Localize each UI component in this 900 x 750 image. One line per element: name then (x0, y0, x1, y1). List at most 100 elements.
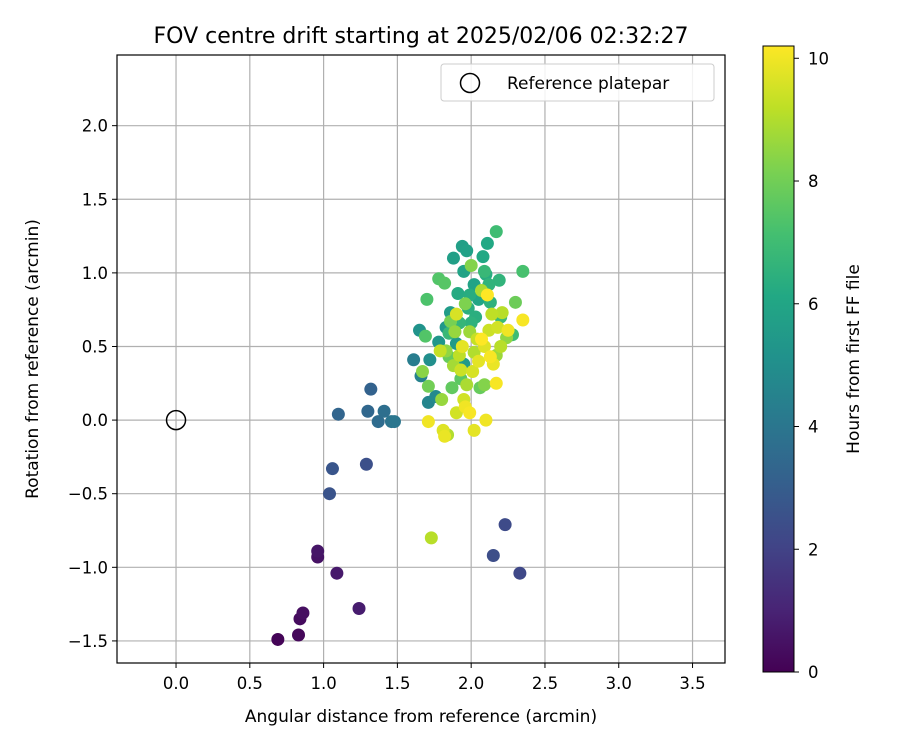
data-point (448, 325, 462, 339)
data-point (407, 353, 421, 367)
colorbar-tick-label: 6 (808, 295, 819, 314)
data-point (480, 288, 494, 302)
data-point (464, 259, 478, 273)
data-point (271, 632, 285, 646)
legend-reference-label: Reference platepar (507, 74, 669, 94)
reference-marker-group (165, 409, 187, 431)
data-point (485, 307, 499, 321)
data-point (359, 457, 373, 471)
data-point (451, 286, 465, 300)
x-tick-label: 2.5 (532, 674, 558, 693)
data-point (479, 413, 493, 427)
colorbar-label: Hours from first FF file (844, 264, 864, 454)
data-point (364, 382, 378, 396)
colorbar: 0 2 4 6 8 10 Hours from first FF file (762, 45, 864, 682)
data-point (516, 313, 530, 327)
y-axis-ticks: −1.5 −1.0 −0.5 0.0 0.5 1.0 1.5 2.0 (68, 117, 117, 651)
data-point (466, 365, 480, 379)
y-tick-label: 2.0 (82, 117, 108, 136)
data-point (323, 487, 337, 501)
data-point (475, 332, 489, 346)
x-tick-label: 0.5 (237, 674, 263, 693)
data-point (446, 251, 460, 265)
x-axis-ticks: 0.0 0.5 1.0 1.5 2.0 2.5 3.0 3.5 (163, 663, 706, 693)
data-point (421, 415, 435, 429)
data-point (325, 462, 339, 476)
data-point (501, 323, 515, 337)
data-point (421, 379, 435, 393)
y-tick-label: 0.5 (82, 337, 108, 356)
data-point (513, 566, 527, 580)
data-point (486, 549, 500, 563)
colorbar-tick-label: 0 (808, 663, 819, 682)
data-point (296, 606, 310, 620)
data-point (361, 404, 375, 418)
colorbar-tick-label: 8 (808, 172, 819, 191)
data-point (433, 344, 447, 358)
reference-platepar-marker (165, 409, 187, 431)
legend: Reference platepar (440, 63, 715, 102)
data-point (516, 264, 530, 278)
data-point (371, 415, 385, 429)
data-point (352, 602, 366, 616)
data-point (418, 329, 432, 343)
data-point (330, 566, 344, 580)
data-point (449, 307, 463, 321)
data-point (455, 339, 469, 353)
y-axis-label: Rotation from reference (arcmin) (23, 219, 43, 499)
data-point (311, 544, 325, 558)
data-point (467, 423, 481, 437)
data-point (508, 295, 522, 309)
y-tick-label: −1.5 (68, 632, 108, 651)
data-point (489, 225, 503, 239)
data-point (491, 320, 505, 334)
x-tick-label: 2.0 (458, 674, 484, 693)
data-point (460, 244, 474, 258)
data-point (489, 376, 503, 390)
data-point (420, 292, 434, 306)
y-tick-label: 0.0 (82, 411, 108, 430)
data-point (435, 392, 449, 406)
colorbar-gradient (762, 45, 795, 673)
legend-reference-marker (459, 72, 481, 94)
x-tick-label: 1.5 (384, 674, 410, 693)
x-tick-label: 1.0 (310, 674, 336, 693)
data-point (424, 531, 438, 545)
x-tick-label: 0.0 (163, 674, 189, 693)
x-axis-label: Angular distance from reference (arcmin) (245, 707, 597, 727)
data-point (460, 378, 474, 392)
y-tick-label: 1.5 (82, 190, 108, 209)
y-tick-label: −0.5 (68, 485, 108, 504)
y-tick-label: −1.0 (68, 558, 108, 577)
data-point (377, 404, 391, 418)
data-point (472, 354, 486, 368)
colorbar-tick-label: 2 (808, 540, 819, 559)
data-point (445, 381, 459, 395)
data-point (476, 250, 490, 264)
y-tick-label: 1.0 (82, 264, 108, 283)
data-point (477, 378, 491, 392)
legend-frame (440, 63, 715, 102)
data-point (415, 365, 429, 379)
data-point (331, 407, 345, 421)
data-point (458, 297, 472, 311)
data-points (271, 225, 530, 646)
data-point (387, 415, 401, 429)
data-point (438, 276, 452, 290)
data-point (494, 339, 508, 353)
chart-title: FOV centre drift starting at 2025/02/06 … (154, 24, 689, 49)
data-point (292, 628, 306, 642)
data-point (423, 353, 437, 367)
data-point (492, 273, 506, 287)
colorbar-tick-label: 4 (808, 418, 819, 437)
data-point (495, 306, 509, 320)
x-tick-label: 3.0 (606, 674, 632, 693)
data-point (438, 429, 452, 443)
x-tick-label: 3.5 (679, 674, 705, 693)
colorbar-ticks: 0 2 4 6 8 10 (794, 49, 829, 682)
data-point (498, 518, 512, 532)
data-point (480, 236, 494, 250)
colorbar-tick-label: 10 (808, 49, 829, 68)
data-point (483, 350, 497, 364)
